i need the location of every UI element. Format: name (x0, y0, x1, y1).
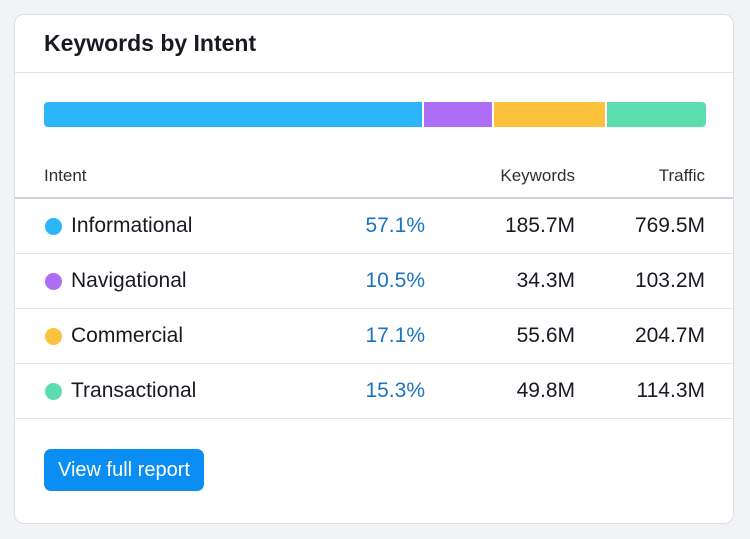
intent-name: Navigational (71, 269, 187, 292)
keywords-by-intent-widget: Keywords by Intent Intent Keywords Traff… (14, 14, 734, 524)
table-row: Transactional 15.3% 49.8M 114.3M (15, 364, 733, 419)
keywords-count: 49.8M (516, 379, 575, 402)
intent-color-dot (45, 328, 62, 345)
intent-share-link[interactable]: 57.1% (365, 214, 425, 237)
traffic-value: 204.7M (634, 324, 705, 347)
table-row: Commercial 17.1% 55.6M 204.7M (15, 309, 733, 364)
intent-bar-segment-transactional (604, 102, 706, 127)
column-header-intent: Intent (44, 166, 87, 185)
keywords-count: 185.7M (504, 214, 575, 237)
keywords-count: 55.6M (516, 324, 575, 347)
table-header: Intent Keywords Traffic (15, 153, 733, 199)
intent-name: Informational (71, 214, 193, 237)
intent-distribution-bar (44, 102, 706, 127)
intent-share-link[interactable]: 10.5% (365, 269, 425, 292)
intent-table: Intent Keywords Traffic Informational 57… (15, 153, 733, 419)
keywords-count: 34.3M (516, 269, 575, 292)
view-full-report-button[interactable]: View full report (44, 449, 204, 491)
intent-color-dot (45, 383, 62, 400)
intent-share-link[interactable]: 17.1% (365, 324, 425, 347)
intent-color-dot (45, 273, 62, 290)
widget-title: Keywords by Intent (44, 30, 257, 56)
traffic-value: 103.2M (634, 269, 705, 292)
traffic-value: 114.3M (636, 379, 706, 402)
intent-bar-segment-informational (44, 102, 422, 127)
intent-bar-segment-commercial (491, 102, 605, 127)
intent-share-link[interactable]: 15.3% (365, 379, 425, 402)
table-row: Informational 57.1% 185.7M 769.5M (15, 199, 733, 254)
column-header-keywords: Keywords (500, 166, 575, 185)
traffic-value: 769.5M (634, 214, 705, 237)
intent-bar-segment-navigational (422, 102, 492, 127)
widget-header: Keywords by Intent (15, 15, 733, 73)
intent-name: Commercial (71, 324, 184, 347)
column-header-traffic: Traffic (658, 166, 705, 185)
intent-name: Transactional (71, 379, 197, 402)
intent-color-dot (45, 218, 62, 235)
table-row: Navigational 10.5% 34.3M 103.2M (15, 254, 733, 309)
